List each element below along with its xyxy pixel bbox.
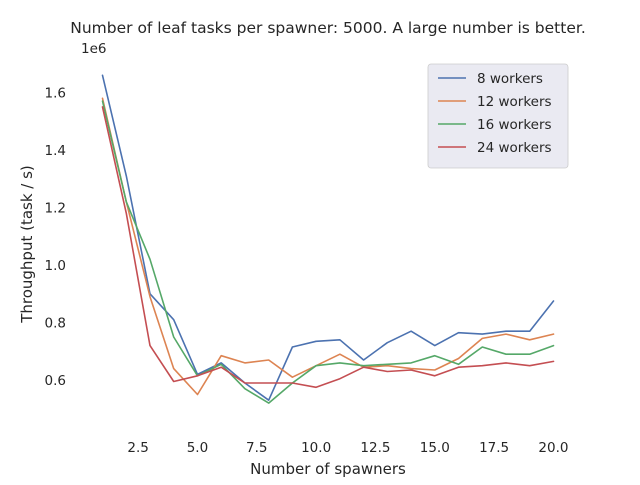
series-line <box>101 100 555 404</box>
x-axis-ticks: 2.5 5.0 7.5 10.0 12.5 15.0 17.5 20.0 <box>127 440 568 456</box>
x-tick-label: 5.0 <box>187 440 208 456</box>
y-tick-label: 1.2 <box>45 201 66 217</box>
x-axis-label: Number of spawners <box>250 460 406 478</box>
x-tick-label: 15.0 <box>420 440 450 456</box>
legend-label: 8 workers <box>477 71 543 87</box>
series-line <box>101 74 555 402</box>
legend-label: 12 workers <box>477 94 552 110</box>
y-tick-label: 0.6 <box>45 373 66 389</box>
y-tick-label: 1.6 <box>45 86 66 102</box>
legend-label: 24 workers <box>477 140 552 156</box>
series-line <box>101 106 555 389</box>
y-tick-label: 0.8 <box>45 316 66 332</box>
series-lines <box>101 74 555 404</box>
series-line <box>101 97 555 396</box>
x-tick-label: 12.5 <box>360 440 390 456</box>
legend-box <box>427 63 569 169</box>
y-axis-ticks: 0.6 0.8 1.0 1.2 1.4 1.6 <box>45 86 66 390</box>
x-tick-label: 7.5 <box>246 440 267 456</box>
x-tick-label: 20.0 <box>538 440 568 456</box>
chart-title: Number of leaf tasks per spawner: 5000. … <box>70 19 586 37</box>
legend: 8 workers 12 workers 16 workers 24 workers <box>427 63 569 169</box>
x-tick-label: 2.5 <box>127 440 148 456</box>
legend-label: 16 workers <box>477 117 552 133</box>
y-tick-label: 1.0 <box>45 258 66 274</box>
y-offset-label: 1e6 <box>81 41 106 57</box>
y-axis-label: Throughput (task / s) <box>18 165 36 324</box>
x-tick-label: 10.0 <box>301 440 331 456</box>
y-tick-label: 1.4 <box>45 143 66 159</box>
x-tick-label: 17.5 <box>479 440 509 456</box>
